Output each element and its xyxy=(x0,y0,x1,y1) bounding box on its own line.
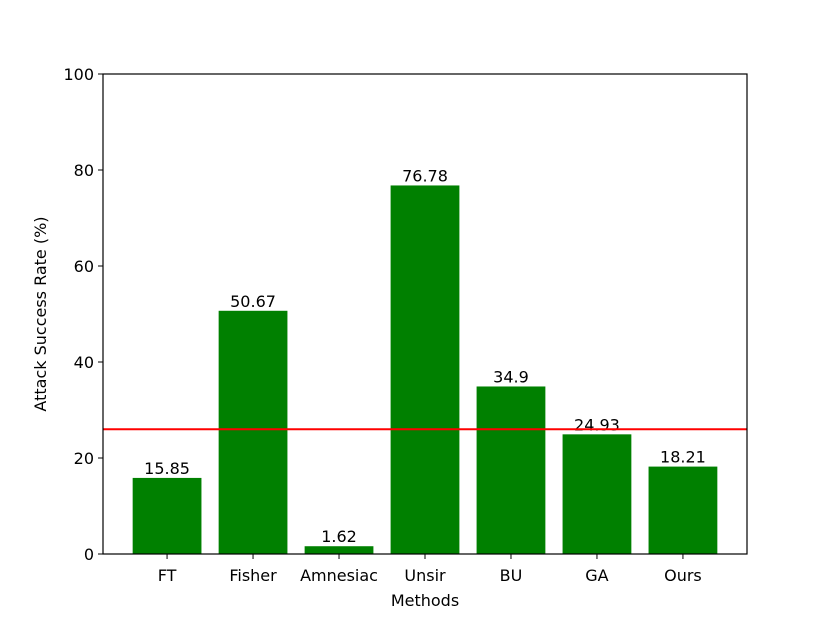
y-tick-label: 0 xyxy=(84,545,94,564)
plot-frame xyxy=(102,73,748,555)
bar xyxy=(390,185,460,554)
value-label: 1.62 xyxy=(321,527,357,546)
bar xyxy=(476,386,546,554)
bar xyxy=(648,466,718,554)
y-tick-label: 100 xyxy=(63,65,94,84)
x-tick-label: Ours xyxy=(664,566,702,585)
x-axis-label: Methods xyxy=(391,591,459,610)
value-label: 34.9 xyxy=(493,367,529,386)
value-label: 50.67 xyxy=(230,292,276,311)
x-tick-label: Amnesiac xyxy=(300,566,378,585)
x-tick-label: Fisher xyxy=(229,566,277,585)
x-tick-label: FT xyxy=(158,566,177,585)
y-tick-label: 20 xyxy=(74,449,94,468)
value-label: 18.21 xyxy=(660,448,706,467)
y-tick-label: 60 xyxy=(74,257,94,276)
x-tick-label: BU xyxy=(500,566,523,585)
bar xyxy=(218,310,288,554)
value-label: 15.85 xyxy=(144,459,190,478)
value-label: 24.93 xyxy=(574,415,620,434)
x-tick-label: GA xyxy=(585,566,608,585)
x-tick-label: Unsir xyxy=(404,566,446,585)
y-tick-label: 80 xyxy=(74,161,94,180)
y-axis-label: Attack Success Rate (%) xyxy=(31,216,50,411)
bar xyxy=(304,546,374,554)
y-tick-label: 40 xyxy=(74,353,94,372)
value-label: 76.78 xyxy=(402,166,448,185)
bar xyxy=(562,434,632,554)
bar xyxy=(132,477,202,554)
